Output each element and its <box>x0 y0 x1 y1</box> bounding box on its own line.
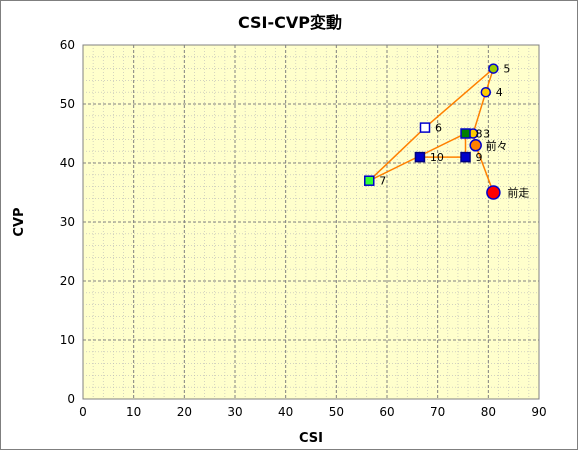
data-label: 9 <box>476 151 483 164</box>
data-point <box>469 139 482 152</box>
y-tick-label: 60 <box>60 38 75 52</box>
data-point <box>460 151 471 163</box>
data-point <box>480 86 492 98</box>
data-point <box>414 151 426 163</box>
y-tick-label: 30 <box>60 215 75 229</box>
x-tick-label: 90 <box>531 405 546 419</box>
x-tick-label: 80 <box>481 405 496 419</box>
data-label: 前走 <box>507 186 529 200</box>
data-point <box>486 185 501 200</box>
x-tick-label: 0 <box>79 405 87 419</box>
x-tick-label: 60 <box>379 405 394 419</box>
y-tick-label: 50 <box>60 97 75 111</box>
data-label: 4 <box>496 86 503 99</box>
data-label: 3 <box>483 128 490 141</box>
major-grid <box>83 45 539 399</box>
data-point <box>460 128 471 139</box>
data-label: 5 <box>503 63 510 76</box>
data-label: 7 <box>379 175 386 188</box>
x-tick-label: 20 <box>177 405 192 419</box>
x-axis-title: CSI <box>299 431 323 446</box>
data-label: 10 <box>430 151 444 164</box>
y-tick-label: 40 <box>60 156 75 170</box>
y-tick-label: 10 <box>60 333 75 347</box>
y-axis-title: CVP <box>12 207 27 236</box>
x-axis-ticks: 0 10 20 30 40 50 60 70 80 90 <box>79 405 546 419</box>
data-label: 8 <box>476 128 483 141</box>
x-tick-label: 10 <box>126 405 141 419</box>
data-label: 前々 <box>486 138 508 152</box>
data-label: 6 <box>435 122 442 135</box>
data-point <box>488 63 499 74</box>
data-markers <box>364 63 501 200</box>
y-tick-label: 0 <box>67 392 75 406</box>
x-tick-label: 70 <box>430 405 445 419</box>
x-tick-label: 30 <box>227 405 242 419</box>
x-tick-label: 40 <box>278 405 293 419</box>
data-labels: 前走 前々3 45 6 7 8 9 10 <box>379 63 529 200</box>
y-tick-label: 20 <box>60 274 75 288</box>
chart-title: CSI-CVP変動 <box>238 13 342 32</box>
data-point <box>364 175 375 186</box>
y-axis-ticks: 0 10 20 30 40 50 60 <box>60 38 75 406</box>
x-tick-label: 50 <box>329 405 344 419</box>
data-point <box>419 122 431 133</box>
